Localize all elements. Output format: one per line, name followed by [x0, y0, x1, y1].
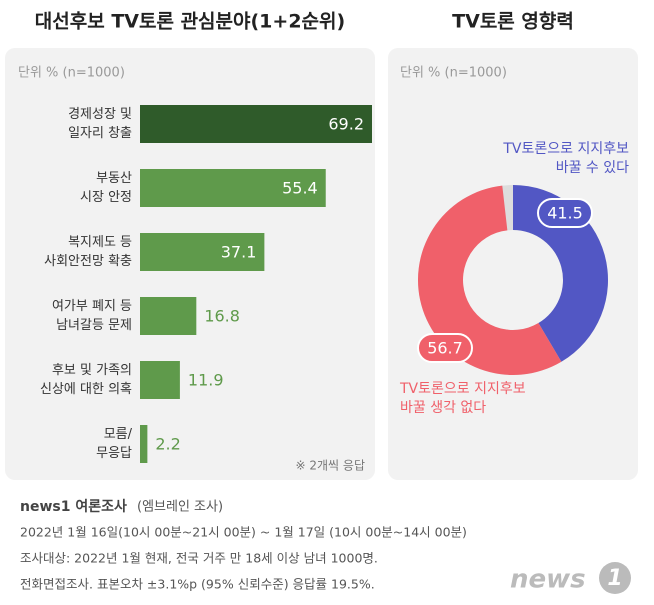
value-label: 55.4	[282, 179, 318, 198]
subtitle: 단위 % (n=1000)	[400, 66, 507, 81]
category-label: TV토론으로 지지후보 바꿀 생각 없다	[400, 381, 526, 416]
y-tick-label: 경제성장 및 일자리 창출	[68, 107, 132, 141]
value-label: 56.7	[427, 339, 463, 358]
right-panel	[388, 48, 638, 480]
category-label: TV토론으로 지지후보 바꿀 수 있다	[503, 141, 629, 176]
bar	[140, 233, 265, 271]
value-label: 2.2	[155, 435, 180, 454]
y-tick-label: 여가부 폐지 등 남녀갈등 문제	[51, 299, 132, 333]
footer-line: 2022년 1월 16일(10시 00분~21시 00분) ~ 1월 17일 (…	[20, 525, 467, 540]
chart-title: TV토론 영향력	[452, 11, 574, 33]
subtitle: 단위 % (n=1000)	[18, 66, 125, 81]
bar	[140, 425, 148, 463]
note: ※ 2개씩 응답	[296, 459, 365, 473]
bar	[140, 169, 326, 207]
chart-title: 대선후보 TV토론 관심분야(1+2순위)	[35, 11, 345, 33]
y-tick-label: 후보 및 가족의 신상에 대한 의혹	[40, 363, 132, 397]
logo-number: 1	[607, 566, 622, 591]
donut-slice	[513, 185, 609, 362]
logo-circle	[599, 562, 631, 594]
donut-slice	[418, 185, 562, 376]
value-label: 37.1	[221, 243, 257, 262]
value-label: 16.8	[204, 307, 240, 326]
y-tick-label: 모름/ 무응답	[96, 427, 132, 461]
source: (엠브레인 조사)	[137, 500, 223, 515]
bar	[140, 361, 180, 399]
y-tick-label: 부동산 시장 안정	[80, 171, 132, 205]
value-label: 69.2	[328, 115, 364, 134]
source-bold: news1 여론조사	[20, 498, 127, 515]
value-pill	[537, 198, 593, 228]
value-pill	[417, 333, 473, 363]
y-tick-label: 복지제도 등 사회안전망 확충	[44, 235, 132, 269]
bar	[140, 105, 372, 143]
value-label: 11.9	[188, 371, 224, 390]
footer-line: 전화면접조사. 표본오차 ±3.1%p (95% 신뢰수준) 응답률 19.5%…	[20, 577, 375, 592]
logo-text: news	[510, 565, 586, 595]
footer-line: 조사대상: 2022년 1월 현재, 전국 거주 만 18세 이상 남녀 100…	[20, 551, 378, 566]
value-label: 41.5	[547, 204, 583, 223]
bar	[140, 297, 197, 335]
